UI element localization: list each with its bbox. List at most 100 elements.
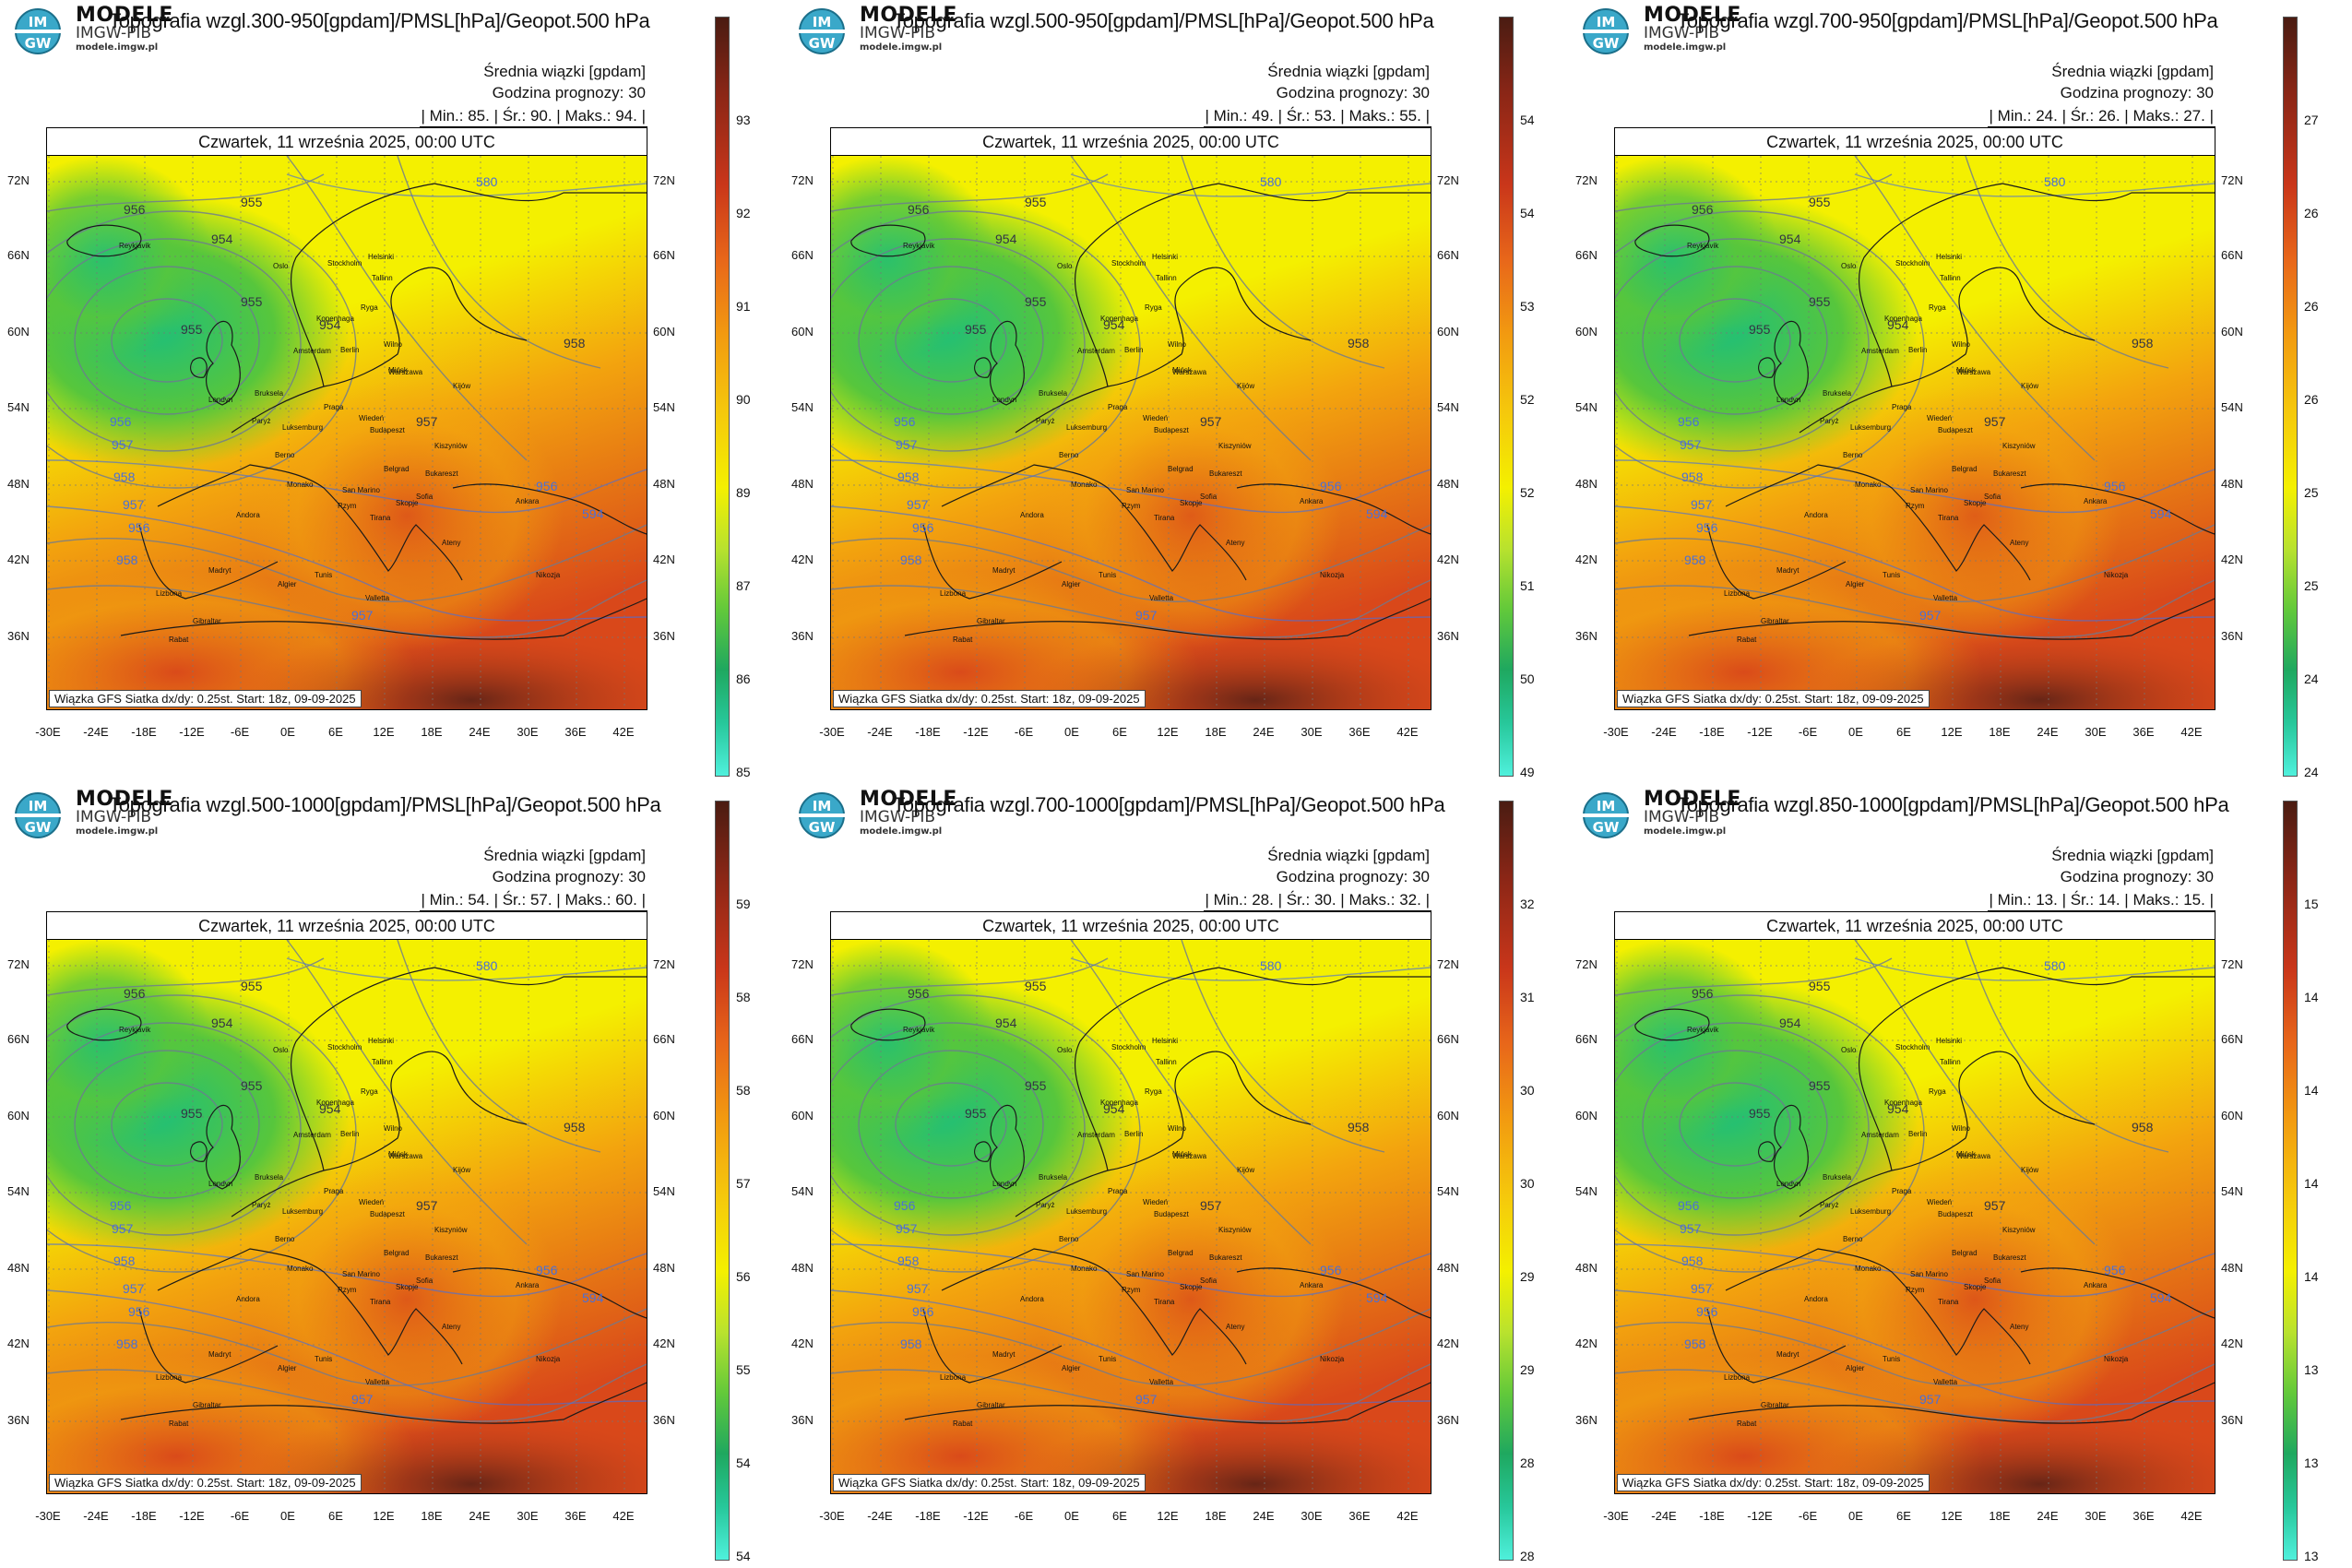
color-scale-tick: 30	[1520, 1083, 1535, 1098]
city-label: Bukareszt	[425, 1253, 458, 1262]
city-label: Kiszyniów	[2002, 1226, 2036, 1234]
city-label: Skopje	[396, 499, 419, 507]
contour-label: 957	[896, 1221, 918, 1236]
lat-label-left: 48N	[791, 1261, 814, 1275]
lat-label-right: 48N	[653, 477, 675, 491]
city-label: Kijów	[2021, 1166, 2039, 1174]
city-label: Gibraltar	[977, 617, 1005, 625]
city-label: Kiszyniów	[2002, 442, 2036, 450]
color-scale-tick: 86	[736, 671, 751, 686]
city-label: Tallinn	[1156, 274, 1177, 282]
brand-subtitle: IMGW-PIB	[1644, 808, 1720, 826]
city-label: Algier	[1062, 580, 1081, 588]
city-label: Wiedeń	[1143, 1198, 1169, 1206]
city-label: Valletta	[1933, 594, 1958, 602]
contour-label: 954	[995, 1016, 1017, 1030]
color-scale-tick: 56	[736, 1269, 751, 1284]
model-footer: Wiązka GFS Siatka dx/dy: 0.25st. Start: …	[1617, 690, 1930, 707]
city-label: Skopje	[1964, 499, 1987, 507]
city-label: Rabat	[953, 1420, 973, 1428]
city-label: Luksemburg	[1850, 423, 1892, 432]
city-label: Rabat	[169, 1420, 189, 1428]
city-label: Helsinki	[368, 1037, 395, 1045]
city-label: Wilno	[1952, 340, 1971, 349]
city-label: Nikozja	[2104, 1355, 2129, 1363]
map-area: Reykjavik Oslo Stockholm Helsinki Tallinn Ryg…	[830, 155, 1431, 710]
contour-label: 957	[896, 437, 918, 452]
contour-label: 956	[536, 479, 558, 493]
lat-label-right: 66N	[653, 1032, 675, 1046]
color-scale-bar	[715, 17, 730, 777]
city-label: Amsterdam	[293, 347, 331, 355]
city-label: Bruksela	[1823, 1173, 1852, 1182]
city-label: Kiszyniów	[1218, 442, 1252, 450]
lon-label: -6E	[1798, 1509, 1818, 1523]
contour-label: 957	[123, 497, 145, 512]
city-label: Amsterdam	[1077, 1131, 1115, 1139]
thickness-field	[831, 156, 1431, 709]
color-scale-bar	[715, 801, 730, 1561]
forecast-hour-label: Godzina prognozy: 30	[492, 84, 646, 101]
contour-label: 958	[1684, 552, 1706, 567]
lon-label: 36E	[2132, 725, 2155, 739]
color-scale-tick: 50	[1520, 671, 1535, 686]
city-label: Londyn	[208, 1180, 233, 1188]
contour-label: 954	[1887, 1101, 1909, 1116]
lon-label: 0E	[1064, 725, 1079, 739]
lon-label: -30E	[35, 725, 61, 739]
city-label: Berno	[1059, 451, 1079, 459]
city-label: Stockholm	[1111, 1043, 1146, 1051]
lat-label-right: 48N	[1437, 477, 1459, 491]
date-label: Czwartek, 11 września 2025, 00:00 UTC	[1614, 127, 2215, 156]
city-label: Rabat	[1737, 636, 1757, 644]
lat-label-left: 36N	[791, 1413, 814, 1427]
city-label: Reykjavik	[903, 242, 935, 250]
contour-label: 957	[1135, 608, 1158, 623]
lat-label-left: 42N	[1575, 552, 1598, 566]
brand-url: modele.imgw.pl	[860, 826, 943, 837]
map-area: Reykjavik Oslo Stockholm Helsinki Tallinn Ryg…	[1614, 939, 2215, 1494]
contour-label: 956	[1678, 414, 1700, 429]
city-label: Rabat	[169, 636, 189, 644]
map-title: Topografia wzgl.500-950[gpdam]/PMSL[hPa]…	[893, 9, 1434, 32]
contour-label: 580	[476, 958, 498, 973]
brand-name: MODELE	[860, 4, 957, 27]
date-label: Czwartek, 11 września 2025, 00:00 UTC	[830, 127, 1431, 156]
thickness-field	[1615, 156, 2215, 709]
city-label: Budapeszt	[1154, 426, 1189, 434]
lon-label: -30E	[1603, 1509, 1629, 1523]
contour-label: 956	[908, 202, 930, 217]
lat-label-left: 66N	[7, 248, 30, 262]
color-scale-bar	[1499, 17, 1514, 777]
lat-label-left: 72N	[791, 957, 814, 971]
city-label: Algier	[1846, 580, 1865, 588]
lat-label-right: 60N	[1437, 325, 1459, 339]
forecast-hour-label: Godzina prognozy: 30	[2060, 84, 2214, 101]
lon-label: -18E	[915, 1509, 941, 1523]
map-area: Reykjavik Oslo Stockholm Helsinki Tallinn Ryg…	[46, 939, 647, 1494]
city-label: Monako	[1071, 1265, 1098, 1273]
lat-label-left: 60N	[791, 1109, 814, 1123]
contour-label: 957	[907, 1281, 929, 1296]
imgw-logo-icon: IM GW	[1581, 8, 1631, 54]
lat-label-right: 36N	[1437, 629, 1459, 643]
lat-label-right: 54N	[1437, 400, 1459, 414]
city-label: Rzym	[1122, 502, 1141, 510]
city-label: Monako	[1071, 481, 1098, 489]
brand-url: modele.imgw.pl	[1644, 42, 1727, 53]
city-label: Algier	[1846, 1364, 1865, 1372]
city-label: Helsinki	[1936, 253, 1963, 261]
lat-label-right: 72N	[653, 957, 675, 971]
city-label: Rzym	[338, 502, 357, 510]
city-label: Ankara	[2084, 497, 2108, 505]
model-footer: Wiązka GFS Siatka dx/dy: 0.25st. Start: …	[833, 1474, 1146, 1491]
lon-label: -6E	[230, 725, 250, 739]
lat-label-left: 54N	[1575, 1184, 1598, 1198]
city-label: Ateny	[2010, 539, 2029, 547]
thickness-field	[831, 940, 1431, 1493]
city-label: Gibraltar	[977, 1401, 1005, 1409]
map-panel-4: IM GW MODELE IMGW-PIB modele.imgw.pl Topograf…	[0, 784, 784, 1568]
lon-label: 0E	[1064, 1509, 1079, 1523]
lon-label: 36E	[2132, 1509, 2155, 1523]
lon-label: 42E	[612, 725, 635, 739]
